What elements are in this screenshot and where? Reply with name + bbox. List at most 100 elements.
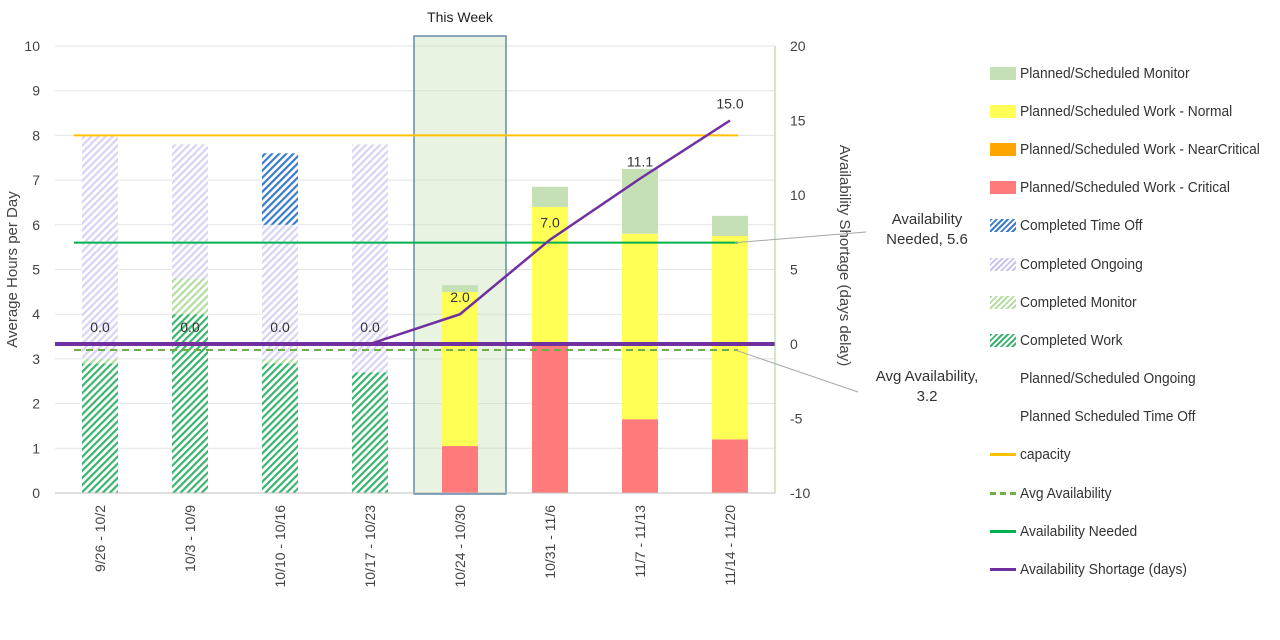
bar-completed-work — [82, 363, 118, 493]
legend-item-availability-needed: Availability Needed — [990, 512, 1280, 550]
callouts — [734, 231, 867, 393]
x-tick-label: 10/10 - 10/16 — [272, 505, 288, 588]
legend-label: Availability Needed — [1020, 522, 1138, 540]
legend-swatch — [990, 372, 1016, 386]
legend-line-swatch — [990, 453, 1016, 457]
legend-label: Completed Work — [1020, 331, 1123, 349]
y-tick-label: 9 — [32, 83, 40, 99]
y2-tick-label: 15 — [790, 113, 806, 129]
callout-line1: Availability — [891, 211, 963, 228]
y2-tick-label: -10 — [790, 485, 810, 501]
callout-availability-needed: Availability Needed, 5.6 — [872, 210, 982, 250]
legend-swatch — [990, 333, 1016, 347]
bar-completed-ongoing — [262, 224, 298, 359]
bar-planned-scheduled-work-normal — [712, 235, 748, 440]
legend-label: Planned/Scheduled Ongoing — [1020, 370, 1196, 388]
legend-item-planned-scheduled-monitor: Planned/Scheduled Monitor — [990, 54, 1280, 92]
legend-line-swatch — [990, 568, 1016, 572]
y-tick-label: 1 — [32, 440, 40, 456]
callout-leader-needed — [734, 231, 867, 244]
data-labels: 0.0 0.0 0.0 0.0 2.0 7.0 11.1 15.0 — [90, 96, 744, 336]
x-tick-label: 10/24 - 10/30 — [452, 505, 468, 588]
data-label: 15.0 — [716, 96, 743, 112]
legend-swatch — [990, 66, 1016, 80]
callout-avg-availability: Avg Availability, 3.2 — [862, 367, 992, 407]
bar-completed-work — [262, 363, 298, 493]
y-tick-label: 2 — [32, 396, 40, 412]
legend-label: Avg Availability — [1020, 484, 1112, 502]
legend-label: Planned/Scheduled Work - Normal — [1020, 102, 1233, 120]
legend-item-availability-shortage-days: Availability Shortage (days) — [990, 550, 1280, 588]
y-tick-label: 6 — [32, 217, 40, 233]
callout-line2: Needed, 5.6 — [886, 231, 968, 248]
legend-label: Planned/Scheduled Work - Critical — [1020, 179, 1230, 197]
legend-item-planned-scheduled-work-normal: Planned/Scheduled Work - Normal — [990, 92, 1280, 130]
x-tick-label: 11/14 - 11/20 — [722, 505, 738, 586]
callout-line2: 3.2 — [916, 388, 938, 405]
y-axis-title: Average Hours per Day — [4, 191, 21, 348]
y2-tick-label: 0 — [790, 336, 798, 352]
legend-label: Availability Shortage (days) — [1020, 561, 1187, 579]
legend-label: Completed Ongoing — [1020, 255, 1143, 273]
bar-completed-monitor — [172, 278, 208, 315]
legend-swatch — [990, 181, 1016, 195]
y2-tick-label: 5 — [790, 262, 798, 278]
y-tick-label: 4 — [32, 306, 40, 322]
legend-swatch — [990, 295, 1016, 309]
legend-swatch — [990, 219, 1016, 233]
line-availability-shortage-days — [100, 119, 731, 346]
data-label: 11.1 — [627, 154, 653, 170]
legend-item-completed-work: Completed Work — [990, 321, 1280, 359]
legend-item-planned-scheduled-ongoing: Planned/Scheduled Ongoing — [990, 360, 1280, 398]
y-tick-label: 3 — [32, 351, 40, 367]
legend-label: Planned/Scheduled Monitor — [1020, 64, 1190, 82]
legend-item-capacity: capacity — [990, 436, 1280, 474]
bar-planned-scheduled-work-normal — [622, 233, 658, 420]
legend-swatch — [990, 410, 1016, 424]
legend-item-avg-availability: Avg Availability — [990, 474, 1280, 512]
y-tick-label: 8 — [32, 127, 40, 143]
legend-item-planned-scheduled-work-nearcritical: Planned/Scheduled Work - NearCritical — [990, 130, 1280, 168]
bar-completed-monitor — [262, 358, 298, 364]
x-tick-label: 10/3 - 10/9 — [182, 505, 198, 572]
legend-label: Planned Scheduled Time Off — [1020, 408, 1196, 426]
legend-item-completed-time-off: Completed Time Off — [990, 207, 1280, 245]
legend-item-planned-scheduled-work-critical: Planned/Scheduled Work - Critical — [990, 169, 1280, 207]
x-tick-label: 10/31 - 11/6 — [542, 505, 558, 579]
bar-planned-scheduled-work-critical — [622, 419, 658, 493]
legend-label: Planned/Scheduled Work - NearCritical — [1020, 140, 1260, 158]
bar-planned-scheduled-monitor — [532, 186, 568, 207]
legend: Planned/Scheduled Monitor Planned/Schedul… — [990, 54, 1280, 589]
bar-completed-ongoing — [352, 144, 388, 373]
bar-completed-time-off — [262, 153, 298, 225]
series-lines — [55, 119, 775, 351]
legend-line-swatch — [990, 491, 1016, 495]
bar-planned-scheduled-monitor — [442, 285, 478, 292]
legend-line-swatch — [990, 529, 1016, 533]
data-label: 7.0 — [540, 215, 560, 231]
legend-item-planned-scheduled-time-off: Planned Scheduled Time Off — [990, 398, 1280, 436]
legend-item-completed-ongoing: Completed Ongoing — [990, 245, 1280, 283]
y-tick-label: 10 — [24, 38, 40, 54]
legend-swatch — [990, 104, 1016, 118]
data-label: 0.0 — [270, 319, 290, 335]
legend-swatch — [990, 257, 1016, 271]
legend-label: Completed Time Off — [1020, 217, 1143, 235]
bar-completed-work — [172, 314, 208, 493]
axes: 0 1 2 3 4 5 6 7 8 9 10 -10 -5 0 5 10 15 20 Average Hours p… — [4, 38, 853, 588]
data-label: 0.0 — [360, 319, 380, 335]
data-label: 0.0 — [90, 319, 110, 335]
bar-planned-scheduled-work-critical — [712, 439, 748, 493]
x-tick-label: 9/26 - 10/2 — [92, 505, 108, 572]
bar-planned-scheduled-work-critical — [442, 446, 478, 493]
data-label: 0.0 — [180, 319, 200, 335]
callout-line1: Avg Availability, — [875, 368, 979, 385]
y-tick-label: 5 — [32, 262, 40, 278]
y2-tick-label: 20 — [790, 38, 806, 54]
this-week-label: This Week — [427, 9, 494, 25]
x-tick-label: 11/7 - 11/13 — [632, 505, 648, 578]
y2-tick-label: 10 — [790, 187, 806, 203]
y2-tick-label: -5 — [790, 411, 803, 427]
legend-label: capacity — [1020, 446, 1071, 464]
